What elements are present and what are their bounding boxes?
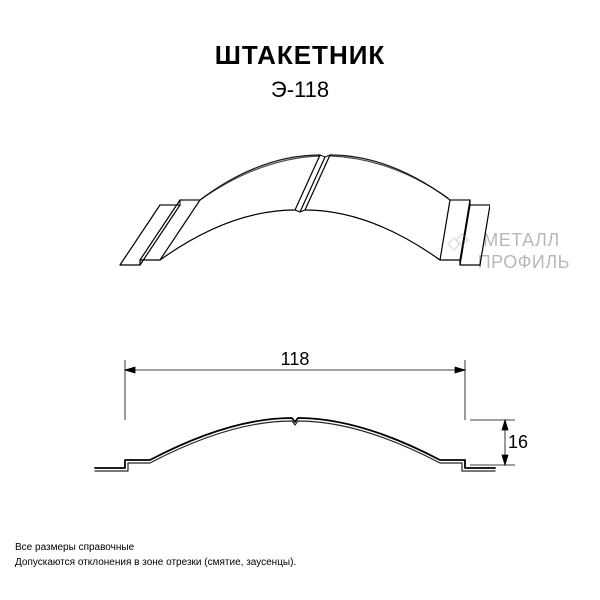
product-title: ШТАКЕТНИК [0, 40, 600, 71]
width-dimension-label: 118 [281, 350, 310, 369]
watermark-logo-icon [446, 230, 472, 252]
cross-section-view: 118 16 [70, 350, 530, 500]
isometric-view [110, 110, 490, 310]
footnote-line1: Все размеры справочные [15, 540, 296, 555]
footnote-line2: Допускаются отклонения в зоне отрезки (с… [15, 555, 296, 570]
watermark: МЕТАЛЛ ПРОФИЛЬ [446, 230, 570, 273]
title-block: ШТАКЕТНИК Э-118 [0, 0, 600, 103]
watermark-line2: ПРОФИЛЬ [446, 252, 570, 273]
height-dimension-label: 16 [508, 432, 528, 452]
product-code: Э-118 [0, 77, 600, 103]
watermark-line1: МЕТАЛЛ [483, 230, 559, 250]
footnote: Все размеры справочные Допускаются откло… [15, 540, 296, 570]
